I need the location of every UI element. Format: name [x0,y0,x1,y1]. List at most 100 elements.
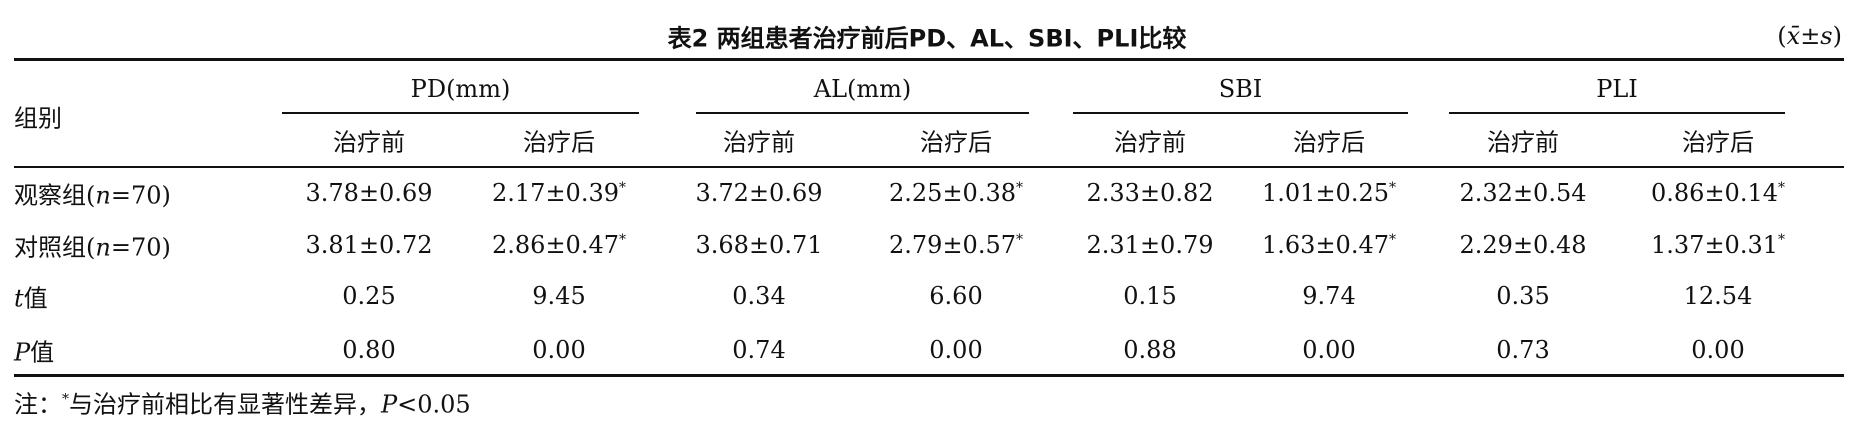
subheader: 治疗后 [1293,128,1365,157]
cell-value: 2.29±0.48 [1459,231,1587,259]
cell: 0.34 [732,282,785,310]
rule [14,166,1844,168]
cell-value: 1.37±0.31 [1651,231,1778,259]
subheader: 治疗后 [523,128,595,157]
text-segment: * [62,391,69,408]
cell-value: 2.32±0.54 [1459,179,1587,207]
cell: 0.73 [1496,336,1549,364]
text-segment: 观察组( [14,181,96,210]
text-segment: =70) [110,233,171,262]
cell: 12.54 [1684,282,1753,310]
cell-value: 0.00 [1691,336,1745,364]
cell: 0.25 [342,282,395,310]
rule [1449,112,1785,114]
subheader: 治疗后 [920,128,992,157]
cell-value: 0.15 [1123,282,1177,310]
cell-value: 2.25±0.38 [889,179,1016,207]
rule [1073,112,1408,114]
footnote: 注：*与治疗前相比有显著性差异，P<0.05 [14,385,471,420]
significance-mark: * [1388,232,1396,248]
text-segment: 对照组( [14,233,96,262]
cell-value: 1.63±0.47 [1262,231,1389,259]
text-segment: x̄ [1786,22,1801,50]
cell: 2.86±0.47* [492,231,626,259]
cell-value: 3.72±0.69 [695,179,823,207]
text-segment: <0.05 [397,390,471,419]
text-segment: ( [1777,22,1787,50]
row-label: 对照组(n=70) [14,228,171,263]
subheader: 治疗前 [1487,128,1559,157]
cell: 2.29±0.48 [1460,231,1587,259]
cell-value: 1.01±0.25 [1262,179,1389,207]
significance-mark: * [618,232,626,248]
cell-value: 0.35 [1496,282,1550,310]
significance-mark: * [1388,180,1396,196]
rule [696,112,1029,114]
cell: 9.45 [532,282,585,310]
text-segment: s [1820,22,1833,50]
row-label: t值 [14,279,48,314]
subheader: 治疗前 [723,128,795,157]
corner-header: 组别 [14,104,62,133]
cell-value: 2.33±0.82 [1086,179,1214,207]
cell-value: 0.00 [532,336,586,364]
cell-value: 6.60 [929,282,983,310]
text-segment: 注： [14,390,62,419]
cell-value: 0.34 [732,282,786,310]
cell: 3.68±0.71 [696,231,823,259]
cell-value: 2.86±0.47 [492,231,619,259]
text-segment: n [95,181,111,210]
cell: 2.32±0.54 [1460,179,1587,207]
subheader: 治疗后 [1682,128,1754,157]
text-segment: P [14,338,31,367]
text-segment: 值 [23,284,48,313]
cell: 0.88 [1123,336,1176,364]
cell: 3.72±0.69 [696,179,823,207]
cell-value: 12.54 [1683,282,1753,310]
text-segment: 与治疗前相比有显著性差异， [69,390,381,419]
subheader: 治疗前 [1114,128,1186,157]
table-title: 表2 两组患者治疗前后PD、AL、SBI、PLI比较 [667,24,1187,53]
text-segment: 值 [30,338,55,367]
group-header: PD(mm) [410,75,511,103]
row-label: P值 [14,333,54,368]
cell-value: 2.17±0.39 [492,179,619,207]
significance-mark: * [1015,180,1023,196]
cell-value: 3.78±0.69 [305,179,433,207]
cell: 2.17±0.39* [492,179,626,207]
cell: 0.74 [732,336,785,364]
cell: 6.60 [929,282,982,310]
cell: 1.01±0.25* [1262,179,1396,207]
text-segment: t [14,284,24,313]
cell: 0.80 [342,336,395,364]
significance-mark: * [1777,180,1785,196]
cell: 0.00 [532,336,585,364]
cell-value: 0.00 [1302,336,1356,364]
cell-value: 9.45 [532,282,586,310]
text-segment: =70) [110,181,171,210]
text-segment: P [381,390,398,419]
cell: 2.33±0.82 [1087,179,1214,207]
cell: 0.00 [1691,336,1744,364]
group-header: AL(mm) [813,75,912,103]
cell-value: 0.73 [1496,336,1550,364]
cell: 0.00 [929,336,982,364]
cell: 3.81±0.72 [306,231,433,259]
significance-mark: * [618,180,626,196]
cell: 0.35 [1496,282,1549,310]
cell: 0.15 [1123,282,1176,310]
cell-value: 2.31±0.79 [1086,231,1214,259]
cell-value: 2.79±0.57 [889,231,1016,259]
cell-value: 0.88 [1123,336,1177,364]
unit: (x̄±s) [1777,22,1842,50]
cell: 1.37±0.31* [1651,231,1785,259]
cell-value: 0.74 [732,336,786,364]
rule [14,58,1844,61]
cell-value: 0.25 [342,282,396,310]
text-segment: ) [1832,22,1842,50]
text-segment: n [95,233,111,262]
rule [282,112,639,114]
significance-mark: * [1777,232,1785,248]
cell: 0.00 [1302,336,1355,364]
